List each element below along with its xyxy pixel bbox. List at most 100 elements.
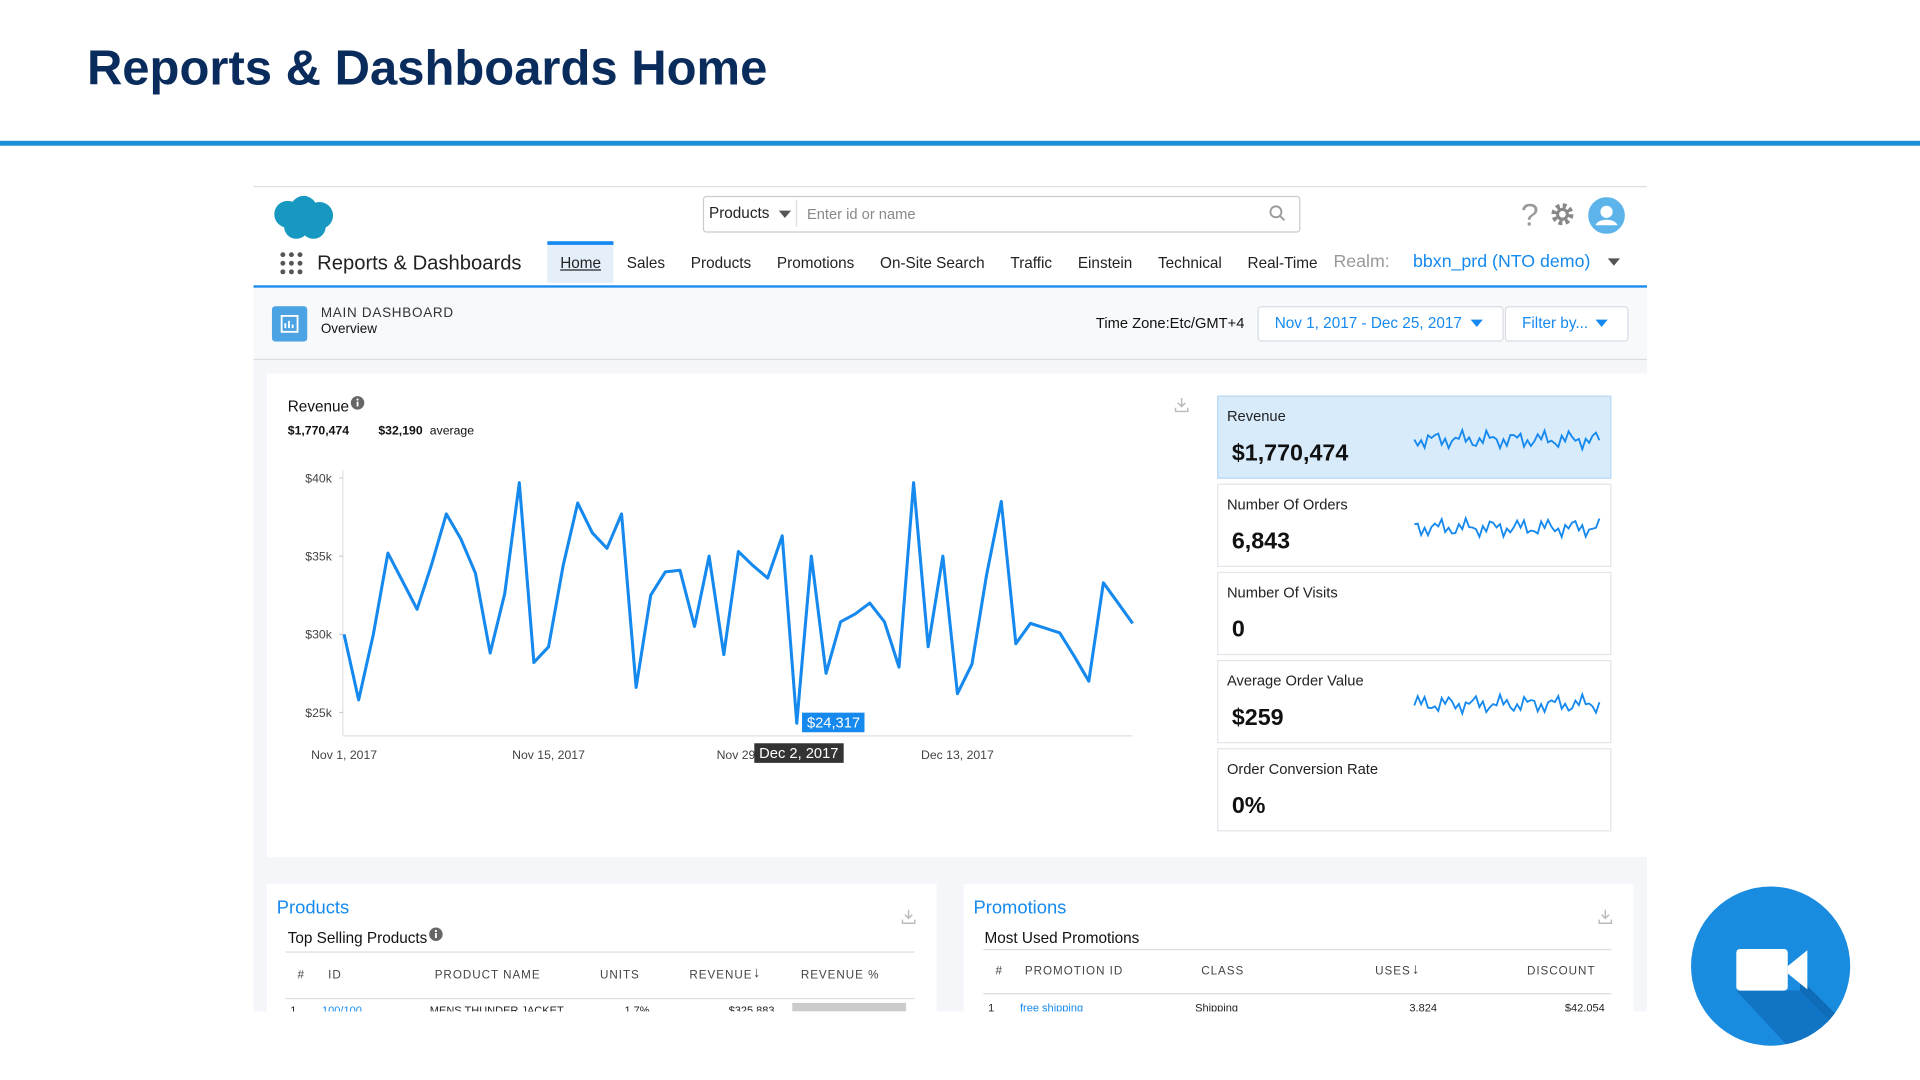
- nav-tab[interactable]: On-Site Search: [880, 254, 985, 272]
- x-tick-label: Nov 15, 2017: [512, 748, 585, 762]
- nav-tab[interactable]: Products: [690, 254, 752, 272]
- app-launcher[interactable]: [279, 251, 303, 275]
- logo: [274, 195, 334, 239]
- filter-label[interactable]: Filter by...: [1522, 314, 1589, 332]
- chart-title: Revenue: [287, 397, 350, 416]
- search-scope[interactable]: Products: [708, 204, 770, 222]
- download-icon[interactable]: [900, 909, 917, 926]
- products-card: [266, 884, 937, 1012]
- sparkline: [1413, 691, 1601, 717]
- column-header[interactable]: #: [995, 964, 1003, 979]
- date-range[interactable]: Nov 1, 2017 - Dec 25, 2017: [1274, 314, 1462, 332]
- nav-tab[interactable]: Technical: [1158, 254, 1222, 272]
- kpi-card[interactable]: Number Of Visits 0: [1217, 571, 1612, 656]
- products-title: Products: [276, 897, 350, 919]
- promotions-subtitle: Most Used Promotions: [984, 929, 1140, 947]
- column-header[interactable]: REVENUE: [689, 968, 753, 983]
- date-range-button[interactable]: [1257, 306, 1504, 342]
- table-rule: [983, 993, 1612, 995]
- column-header[interactable]: ID: [328, 968, 342, 983]
- cell-link[interactable]: free shipping: [1020, 1001, 1084, 1014]
- column-header[interactable]: PROMOTION ID: [1024, 964, 1124, 979]
- sparkline-path: [1413, 427, 1601, 453]
- column-header[interactable]: UNITS: [600, 968, 640, 983]
- title-rule: [0, 140, 1920, 146]
- kpi-card[interactable]: Number Of Orders 6,843: [1217, 483, 1612, 567]
- x-tick-label: Dec 13, 2017: [921, 748, 994, 762]
- dashboard-name: Overview: [320, 322, 377, 337]
- filter-button[interactable]: [1504, 306, 1629, 342]
- nav-tab[interactable]: Traffic: [1010, 254, 1053, 272]
- divider: [795, 199, 798, 227]
- timezone: Time Zone:Etc/GMT+4: [1095, 314, 1245, 332]
- revenue-average: $32,190: [378, 424, 423, 439]
- sparkline-path: [1413, 691, 1601, 717]
- realm-label: Realm:: [1333, 252, 1390, 272]
- products-subtitle: Top Selling Products: [287, 929, 428, 947]
- column-header[interactable]: REVENUE %: [800, 968, 880, 983]
- kpi-label: Number Of Orders: [1226, 495, 1348, 514]
- dropdown-caret: [1470, 319, 1483, 327]
- kpi-card[interactable]: Revenue $1,770,474: [1217, 395, 1612, 479]
- search-placeholder[interactable]: Enter id or name: [806, 205, 916, 223]
- column-header[interactable]: USES: [1375, 964, 1411, 979]
- y-tick-label: $40k: [305, 471, 332, 485]
- cell: $42,054: [1564, 1001, 1605, 1014]
- info-icon[interactable]: [429, 927, 444, 942]
- revenue-share-bar: [792, 1002, 907, 1012]
- x-tick-label: Nov 1, 2017: [311, 748, 377, 762]
- promotions-card: [963, 884, 1634, 1012]
- settings-icon[interactable]: [1550, 202, 1574, 226]
- help-icon[interactable]: ?: [1520, 195, 1539, 233]
- nav-tab[interactable]: Sales: [626, 254, 666, 272]
- nav-tab[interactable]: Einstein: [1077, 254, 1133, 272]
- table-rule: [285, 997, 915, 1000]
- sort-arrow: ↓: [1411, 960, 1420, 978]
- cell: 1: [290, 1004, 297, 1017]
- table-rule: [983, 948, 1612, 951]
- info-icon[interactable]: [350, 396, 365, 411]
- crop-mask: [253, 1011, 1650, 1080]
- y-tick-label: $25k: [305, 706, 332, 720]
- sparkline: [1413, 427, 1601, 453]
- kpi-value: $259: [1231, 705, 1284, 732]
- sparkline-path: [1414, 515, 1601, 540]
- search-icon: [1269, 205, 1286, 222]
- nav-tab[interactable]: Real-Time: [1247, 254, 1318, 272]
- column-header[interactable]: PRODUCT NAME: [434, 968, 541, 983]
- kpi-value: $1,770,474: [1231, 440, 1349, 467]
- app-title: Reports & Dashboards: [317, 252, 522, 275]
- dashboard-kicker: MAIN DASHBOARD: [320, 306, 454, 321]
- kpi-label: Order Conversion Rate: [1226, 760, 1379, 778]
- cell: Shipping: [1195, 1001, 1238, 1014]
- cell: 1: [988, 1001, 995, 1014]
- dropdown-caret: [778, 210, 792, 218]
- kpi-value: 6,843: [1231, 528, 1291, 555]
- realm-selector[interactable]: bbxn_prd (NTO demo): [1413, 252, 1591, 272]
- column-header[interactable]: #: [297, 968, 306, 983]
- search-box[interactable]: [702, 195, 1301, 233]
- nav-tab[interactable]: Promotions: [776, 254, 855, 272]
- download-icon[interactable]: [1173, 397, 1190, 414]
- revenue-line: [342, 481, 1134, 725]
- avatar[interactable]: [1588, 197, 1625, 234]
- nav-tab[interactable]: Home: [547, 241, 614, 283]
- video-badge[interactable]: [1690, 885, 1854, 1049]
- column-header[interactable]: DISCOUNT: [1526, 964, 1596, 979]
- tooltip-value: $24,317: [802, 712, 865, 733]
- sparkline: [1414, 515, 1601, 540]
- kpi-label: Average Order Value: [1226, 672, 1364, 690]
- kpi-card[interactable]: Order Conversion Rate 0%: [1217, 748, 1612, 832]
- dashboard-icon: [271, 306, 308, 342]
- cell: 3,824: [1409, 1001, 1437, 1014]
- kpi-label: Revenue: [1226, 407, 1286, 425]
- sort-arrow: ↓: [753, 963, 761, 981]
- dropdown-caret: [1607, 258, 1620, 266]
- kpi-card[interactable]: Average Order Value $259: [1217, 660, 1612, 744]
- tooltip-date: Dec 2, 2017: [754, 743, 844, 763]
- download-icon[interactable]: [1597, 909, 1614, 926]
- column-header[interactable]: CLASS: [1201, 964, 1245, 979]
- slide-title: Reports & Dashboards Home: [86, 41, 768, 96]
